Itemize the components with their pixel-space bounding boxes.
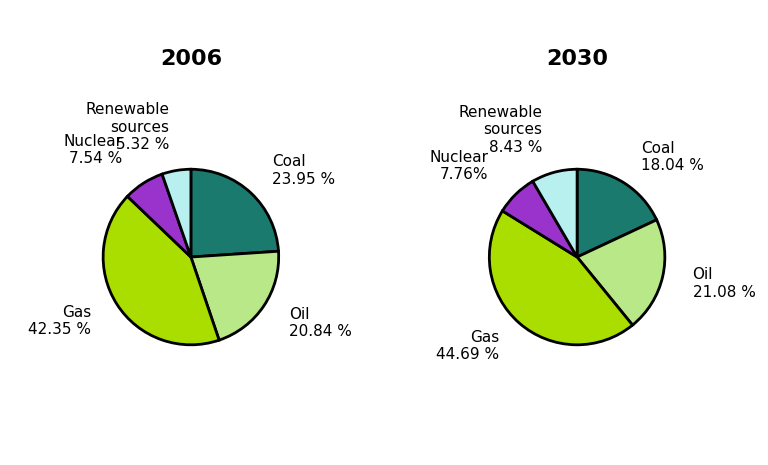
Text: Coal
23.95 %: Coal 23.95 %: [272, 154, 335, 187]
Text: Nuclear
7.54 %: Nuclear 7.54 %: [63, 134, 122, 166]
Wedge shape: [191, 169, 279, 257]
Text: Coal
18.04 %: Coal 18.04 %: [641, 141, 703, 173]
Text: Nuclear
7.76%: Nuclear 7.76%: [429, 150, 488, 182]
Text: Renewable
sources
5.32 %: Renewable sources 5.32 %: [85, 102, 169, 152]
Wedge shape: [577, 169, 657, 257]
Wedge shape: [533, 169, 577, 257]
Wedge shape: [577, 220, 665, 325]
Wedge shape: [103, 196, 219, 345]
Wedge shape: [489, 211, 633, 345]
Wedge shape: [162, 169, 191, 257]
Text: Renewable
sources
8.43 %: Renewable sources 8.43 %: [458, 105, 543, 155]
Text: Oil
21.08 %: Oil 21.08 %: [693, 267, 756, 299]
Wedge shape: [502, 181, 577, 257]
Wedge shape: [127, 174, 191, 257]
Title: 2030: 2030: [546, 49, 608, 69]
Wedge shape: [191, 251, 279, 340]
Title: 2006: 2006: [160, 49, 222, 69]
Text: Gas
44.69 %: Gas 44.69 %: [435, 330, 499, 362]
Text: Oil
20.84 %: Oil 20.84 %: [290, 306, 353, 339]
Text: Gas
42.35 %: Gas 42.35 %: [28, 305, 91, 337]
